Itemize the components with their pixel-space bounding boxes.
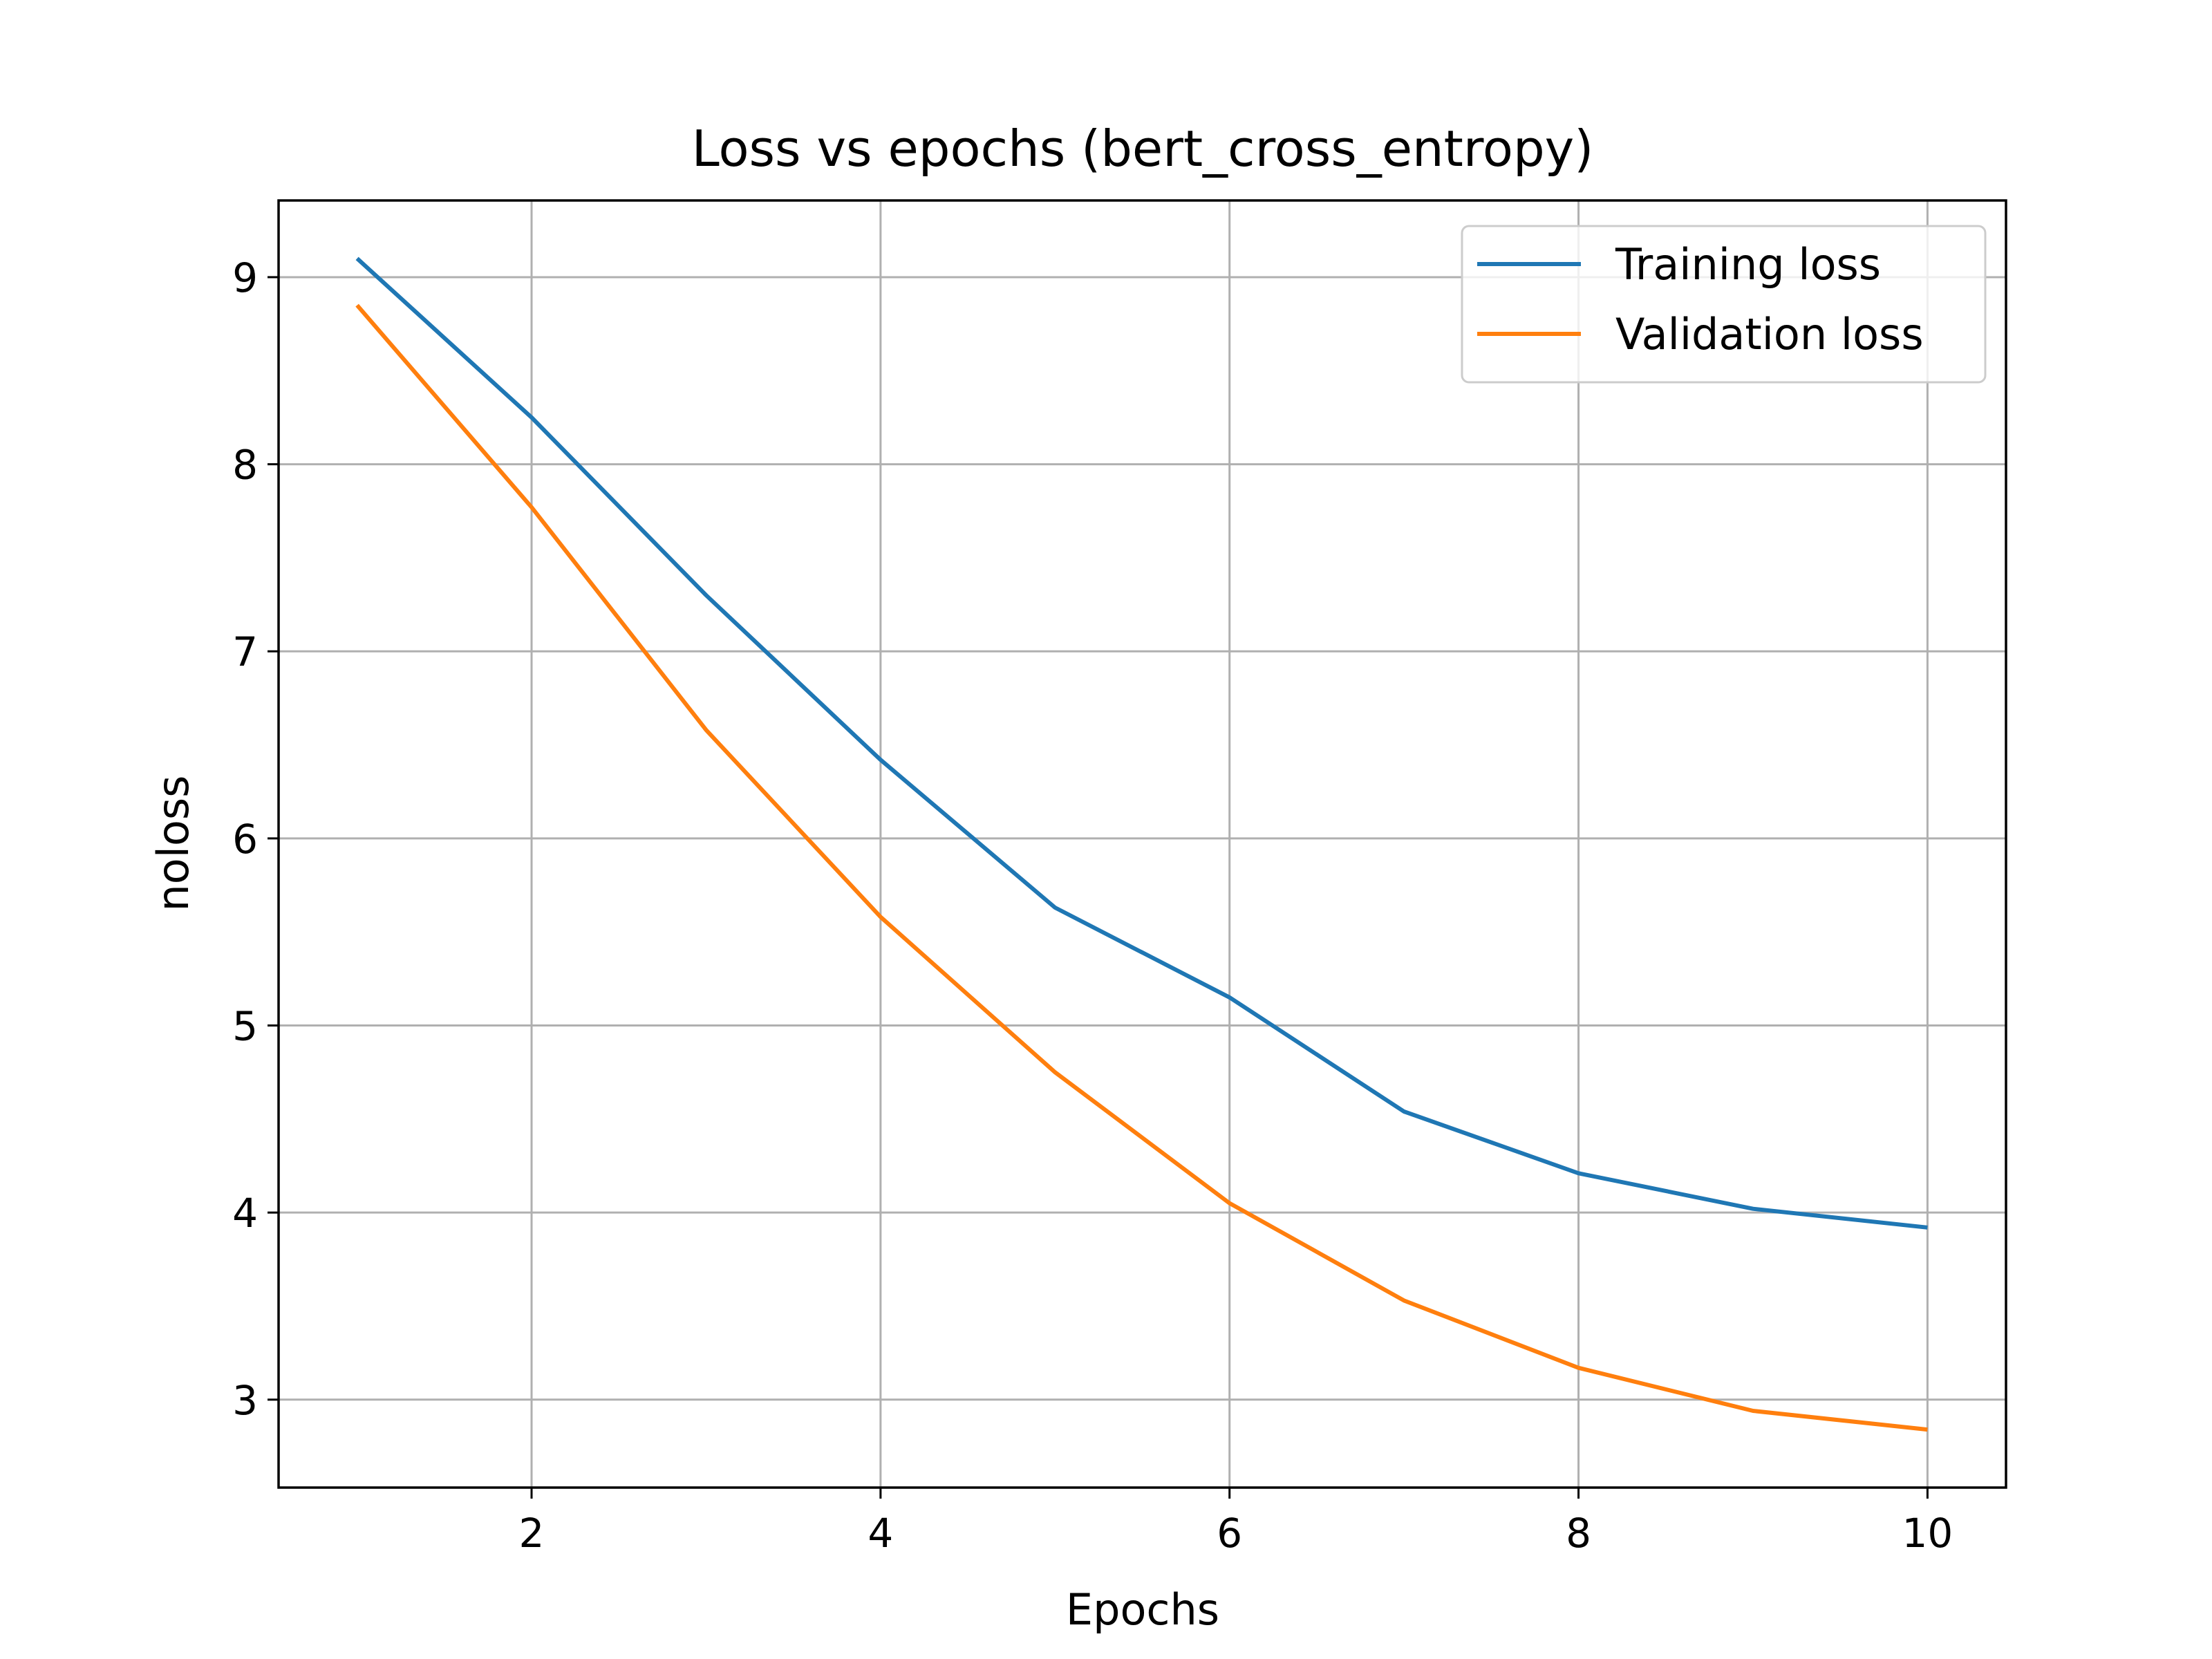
axes-frame [277, 199, 2007, 1489]
series-line-training-loss [355, 256, 1928, 1230]
y-tick-label: 4 [232, 1190, 258, 1237]
x-tick-label: 6 [1217, 1510, 1242, 1557]
x-axis-label: Epochs [1066, 1584, 1219, 1635]
grid [279, 200, 2006, 1488]
y-tick-label: 8 [232, 442, 258, 489]
y-axis-label: noloss [148, 776, 198, 912]
x-axis-ticks: 2 4 6 8 10 [519, 1488, 1953, 1557]
legend-label: Validation loss [1615, 309, 1924, 359]
legend-label: Training loss [1615, 239, 1881, 290]
x-tick-label: 2 [519, 1510, 545, 1557]
chart-title: Loss vs epochs (bert_cross_entropy) [692, 120, 1594, 178]
x-tick-label: 10 [1902, 1510, 1953, 1557]
x-tick-label: 4 [868, 1510, 893, 1557]
legend-box [1461, 225, 1987, 384]
y-tick-label: 9 [232, 254, 258, 301]
series-lines [355, 256, 1928, 1432]
series-line-validation-loss [355, 303, 1928, 1432]
x-tick-label: 8 [1566, 1510, 1591, 1557]
legend: Training loss Validation loss [1461, 225, 1987, 384]
y-axis-ticks: 3 4 5 6 7 8 9 [232, 254, 279, 1424]
y-tick-label: 7 [232, 628, 258, 675]
y-tick-label: 3 [232, 1377, 258, 1424]
y-tick-label: 6 [232, 816, 258, 863]
y-tick-label: 5 [232, 1003, 258, 1050]
